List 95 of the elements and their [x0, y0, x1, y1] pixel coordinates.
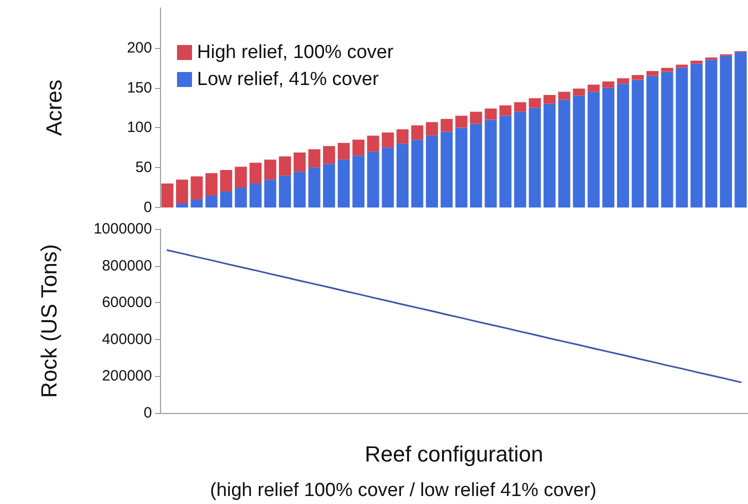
line-series	[166, 249, 742, 384]
bar	[676, 64, 688, 68]
bar	[588, 84, 600, 92]
bar	[426, 136, 438, 208]
y-tick-label: 800000	[102, 257, 152, 274]
bar	[294, 172, 306, 208]
bar	[676, 68, 688, 208]
bar	[176, 180, 188, 204]
bar	[632, 80, 644, 208]
bar	[440, 132, 453, 208]
bar	[338, 142, 350, 160]
bar	[544, 94, 556, 104]
bar	[308, 168, 320, 208]
bar	[602, 88, 614, 208]
bar	[484, 108, 497, 120]
bar	[220, 192, 232, 208]
bar	[470, 112, 482, 124]
bar	[396, 144, 409, 208]
bar	[308, 149, 320, 168]
bar	[440, 118, 453, 132]
bar	[528, 98, 541, 108]
bar	[323, 164, 336, 208]
bar	[352, 156, 364, 208]
bar	[367, 136, 380, 152]
bar	[234, 188, 247, 208]
bar	[250, 162, 262, 184]
bar	[250, 184, 262, 208]
bar	[705, 60, 718, 208]
bar	[455, 116, 468, 128]
bar	[558, 100, 570, 208]
bar	[646, 76, 658, 208]
bar	[690, 64, 703, 208]
x-axis-title: Reef configuration	[364, 442, 544, 466]
bar	[514, 102, 526, 112]
bar	[278, 176, 291, 208]
bar	[190, 200, 203, 208]
bar	[690, 60, 703, 64]
bar	[617, 78, 630, 84]
bar	[382, 148, 394, 208]
bar	[278, 156, 291, 176]
y-axis-title: Rock (US Tons)	[36, 244, 62, 398]
bar	[470, 124, 482, 208]
bar	[294, 152, 306, 172]
legend-label: High relief, 100% cover	[197, 42, 394, 63]
bar	[617, 84, 630, 208]
bar	[558, 92, 570, 100]
bar	[661, 68, 674, 72]
bar	[484, 120, 497, 208]
y-tick-label: 1000000	[94, 220, 152, 238]
bar	[661, 72, 674, 208]
bar	[234, 166, 247, 188]
bar	[220, 170, 232, 192]
bar	[411, 125, 424, 140]
y-tick-label: 400000	[102, 330, 152, 348]
bar	[646, 71, 658, 76]
bar	[720, 56, 732, 208]
bar	[264, 160, 276, 180]
bar	[734, 52, 747, 208]
y-tick-label: 100	[126, 119, 152, 136]
bar	[572, 96, 585, 208]
bar	[528, 108, 541, 208]
bar	[705, 57, 718, 60]
y-tick-label: 600000	[102, 294, 152, 312]
bar	[411, 140, 424, 208]
bar	[205, 173, 218, 196]
bar	[588, 92, 600, 208]
bar	[396, 129, 409, 144]
bar	[632, 75, 644, 80]
bar	[323, 146, 336, 164]
bar	[190, 176, 203, 200]
bar	[499, 105, 512, 116]
bar	[514, 112, 526, 208]
y-tick-label: 200000	[102, 368, 152, 385]
bar	[602, 81, 614, 88]
legend-label: Low relief, 41% cover	[197, 69, 380, 90]
y-tick-label: 50	[135, 159, 152, 176]
bar	[572, 88, 585, 96]
bar	[382, 132, 394, 148]
bar	[352, 140, 364, 156]
y-tick-label: 0	[144, 199, 152, 216]
bar	[205, 196, 218, 208]
y-tick-label: 0	[144, 404, 152, 422]
bar	[367, 152, 380, 208]
y-tick-label: 200	[126, 39, 152, 56]
bar	[499, 116, 512, 208]
bar	[544, 104, 556, 208]
bar	[161, 184, 174, 208]
bar	[455, 128, 468, 208]
bar	[264, 180, 276, 208]
y-tick-label: 150	[126, 79, 152, 96]
bar	[426, 122, 438, 136]
text: (high relief 100% cover / low relief 41% cover)	[210, 480, 597, 501]
y-axis-title: Acres	[42, 80, 66, 136]
bar	[176, 204, 188, 208]
bar	[338, 160, 350, 208]
